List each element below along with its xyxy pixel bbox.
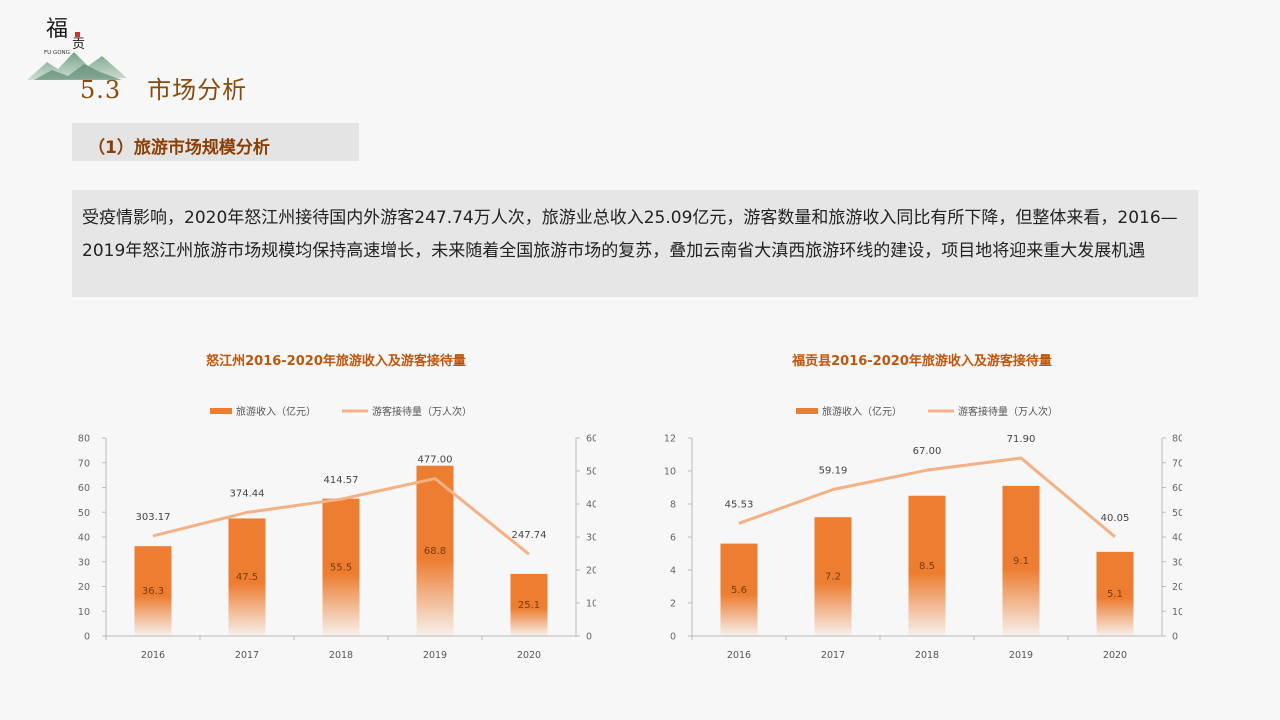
y-tick-label-left: 80 [78, 434, 90, 445]
line-label: 71.90 [1007, 434, 1036, 445]
logo-latin: FU GONG [44, 50, 70, 56]
legend-label-bar: 旅游收入（亿元） [822, 405, 902, 418]
y-tick-label-left: 0 [670, 632, 676, 643]
series-line [738, 456, 1116, 539]
bar-label: 47.5 [236, 572, 258, 583]
line-label: 45.53 [725, 499, 754, 510]
chart-nujiang: 怒江州2016-2020年旅游收入及游客接待量旅游收入（亿元） 游客接待量（万人次… [76, 340, 596, 680]
bar-label: 8.5 [919, 561, 935, 572]
y-tick-label-left: 70 [78, 458, 90, 469]
x-tick-label: 2017 [821, 650, 845, 661]
y-tick-label-right: 10 [1172, 607, 1182, 618]
bar [1096, 551, 1134, 636]
y-tick-label-left: 8 [670, 500, 676, 511]
y-tick-label-left: 10 [78, 607, 90, 618]
logo-mark-2: 贡 [72, 37, 85, 52]
y-tick-label-right: 200 [586, 566, 596, 577]
line-label: 303.17 [136, 512, 171, 523]
line-label: 247.74 [512, 530, 547, 541]
y-tick-label-right: 30 [1172, 557, 1182, 568]
line-label: 414.57 [324, 475, 359, 486]
legend-label-line: 游客接待量（万人次） [958, 405, 1058, 418]
seal-icon [75, 32, 80, 37]
y-tick-label-left: 10 [664, 467, 676, 478]
bar [1002, 485, 1040, 636]
x-tick-label: 2018 [915, 650, 939, 661]
chart-legend: 旅游收入（亿元） 游客接待量（万人次） [796, 405, 1058, 418]
line-label: 67.00 [913, 446, 942, 457]
bar [416, 465, 454, 636]
bar [134, 546, 172, 636]
y-tick-label-right: 500 [586, 467, 596, 478]
logo-mark: 福 [46, 17, 68, 42]
summary-paragraph: 受疫情影响，2020年怒江州接待国内外游客247.74万人次，旅游业总收入25.… [72, 190, 1198, 297]
bar [510, 573, 548, 636]
page-title: 5.3 市场分析 [80, 70, 247, 105]
y-tick-label-left: 60 [78, 483, 90, 494]
subsection-title: （1）旅游市场规模分析 [88, 138, 270, 158]
y-tick-label-right: 20 [1172, 582, 1182, 593]
chart-fugong: 福贡县2016-2020年旅游收入及游客接待量旅游收入（亿元） 游客接待量（万人次… [662, 340, 1182, 680]
line-label: 59.19 [819, 466, 848, 477]
chart-title: 福贡县2016-2020年旅游收入及游客接待量 [791, 353, 1052, 369]
legend-swatch-bar [796, 408, 818, 414]
y-tick-label-left: 12 [664, 434, 676, 445]
x-tick-label: 2017 [235, 650, 259, 661]
legend-label-bar: 旅游收入（亿元） [236, 405, 316, 418]
chart-legend: 旅游收入（亿元） 游客接待量（万人次） [210, 405, 472, 418]
bar-label: 25.1 [518, 600, 540, 611]
line-label: 40.05 [1101, 513, 1130, 524]
subsection-banner: （1）旅游市场规模分析 [72, 123, 359, 161]
line-label: 374.44 [230, 488, 265, 499]
x-tick-label: 2016 [727, 650, 751, 661]
x-tick-label: 2020 [1103, 650, 1127, 661]
y-tick-label-left: 40 [78, 533, 90, 544]
brand-logo: 福 贡 FU GONG [27, 17, 127, 80]
section-number: 5.3 [80, 76, 122, 104]
bar [720, 543, 758, 636]
y-tick-label-right: 80 [1172, 434, 1182, 445]
y-tick-label-right: 100 [586, 599, 596, 610]
bar-label: 7.2 [825, 572, 841, 583]
y-tick-label-right: 40 [1172, 533, 1182, 544]
bar [814, 517, 852, 636]
y-tick-label-right: 0 [586, 632, 592, 643]
y-tick-label-right: 0 [1172, 632, 1178, 643]
series-line [152, 477, 530, 556]
x-tick-label: 2018 [329, 650, 353, 661]
y-tick-label-left: 50 [78, 508, 90, 519]
bar-label: 5.1 [1107, 589, 1123, 600]
y-tick-label-right: 400 [586, 500, 596, 511]
y-tick-label-right: 60 [1172, 483, 1182, 494]
bar-label: 68.8 [424, 546, 446, 557]
y-tick-label-left: 0 [84, 632, 90, 643]
y-tick-label-right: 70 [1172, 458, 1182, 469]
line-label: 477.00 [418, 455, 453, 466]
section-title-text: 市场分析 [147, 76, 248, 104]
y-tick-label-right: 600 [586, 434, 596, 445]
y-tick-label-left: 6 [670, 533, 676, 544]
y-tick-label-right: 300 [586, 533, 596, 544]
x-tick-label: 2016 [141, 650, 165, 661]
y-tick-label-right: 50 [1172, 508, 1182, 519]
y-tick-label-left: 2 [670, 599, 676, 610]
legend-label-line: 游客接待量（万人次） [372, 405, 472, 418]
bar [908, 495, 946, 636]
y-tick-label-left: 30 [78, 557, 90, 568]
x-tick-label: 2019 [423, 650, 447, 661]
legend-swatch-bar [210, 408, 232, 414]
bar [322, 498, 360, 636]
bar-label: 9.1 [1013, 556, 1029, 567]
bar [228, 518, 266, 636]
x-tick-label: 2019 [1009, 650, 1033, 661]
y-tick-label-left: 20 [78, 582, 90, 593]
bar-label: 36.3 [142, 586, 164, 597]
y-tick-label-left: 4 [670, 566, 676, 577]
bar-label: 5.6 [731, 585, 747, 596]
bar-label: 55.5 [330, 562, 352, 573]
chart-title: 怒江州2016-2020年旅游收入及游客接待量 [206, 353, 466, 369]
x-tick-label: 2020 [517, 650, 541, 661]
